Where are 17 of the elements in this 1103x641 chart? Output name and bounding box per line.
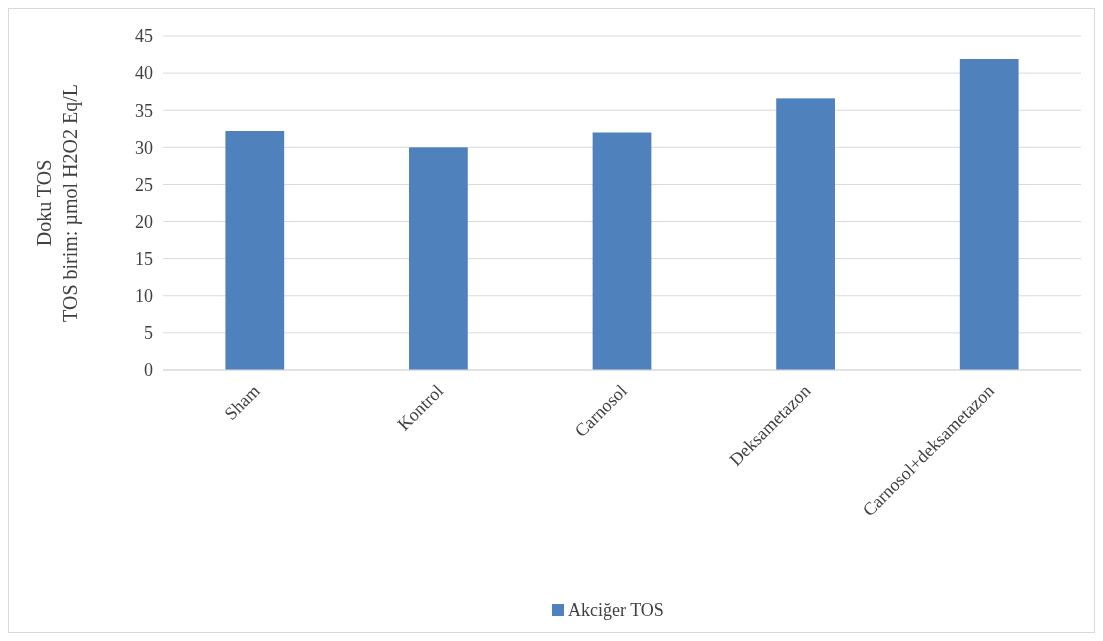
legend-label: Akciğer TOS [568, 600, 664, 621]
bar [959, 59, 1019, 370]
y-tick-label: 15 [135, 248, 153, 269]
y-tick-label: 35 [135, 100, 153, 121]
y-tick-label: 40 [135, 63, 153, 84]
y-tick-label: 10 [135, 286, 153, 307]
bar [225, 131, 285, 370]
bar [592, 132, 652, 370]
y-tick-label: 20 [135, 211, 153, 232]
y-tick-label: 5 [144, 323, 153, 344]
bar [409, 147, 468, 370]
y-tick-label: 45 [135, 26, 153, 47]
y-axis-title: Doku TOS TOS birim: µmol H2O2 Eq/L [33, 84, 82, 322]
y-tick-label: 25 [135, 174, 153, 195]
y-tick-label: 30 [135, 137, 153, 158]
bar [776, 98, 835, 370]
y-tick-label: 0 [144, 360, 153, 381]
